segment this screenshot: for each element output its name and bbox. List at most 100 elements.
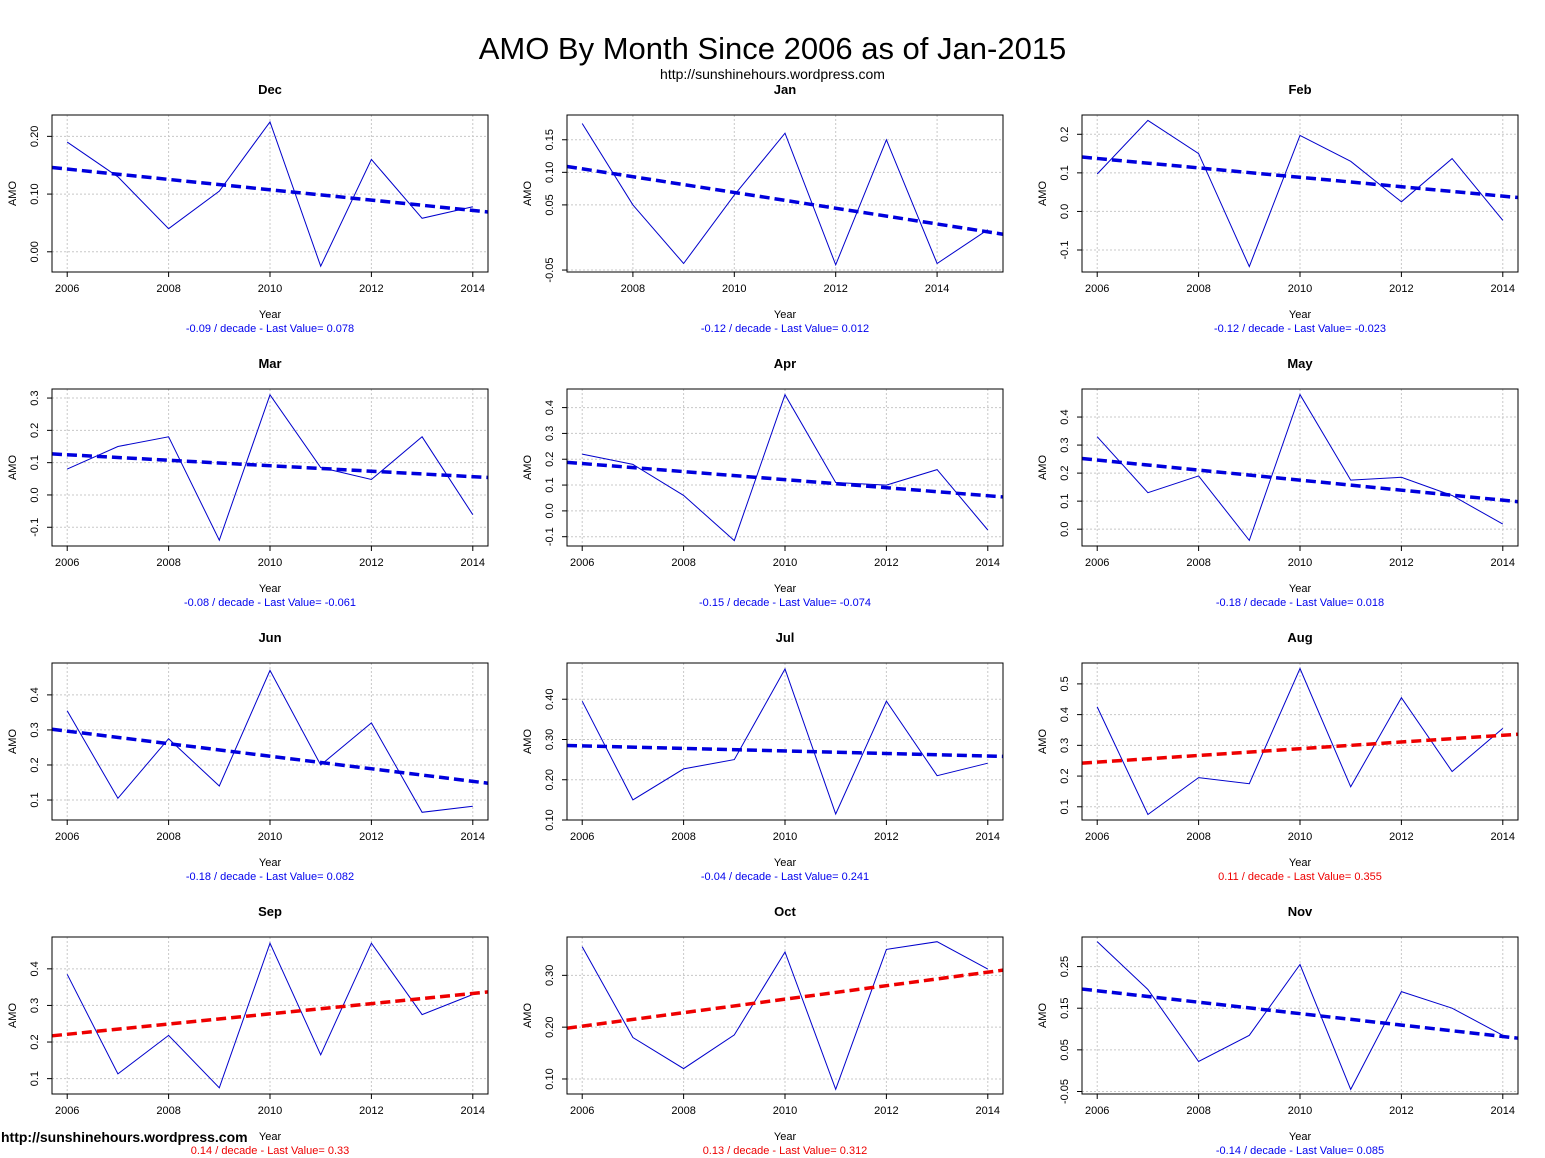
- series-line: [1096, 393, 1504, 542]
- x-tick-label: 2012: [1389, 283, 1413, 295]
- x-tick-label: 2012: [874, 557, 898, 569]
- x-tick-label: 2010: [773, 1105, 797, 1117]
- x-tick-label: 2010: [1288, 283, 1312, 295]
- y-tick-label: 0.4: [29, 961, 41, 976]
- x-axis-label: Year: [774, 309, 797, 321]
- panel-title: Jun: [258, 630, 281, 645]
- series-line: [66, 393, 474, 542]
- y-axis-label: AMO: [7, 729, 19, 755]
- y-tick-label: 0.1: [29, 792, 41, 807]
- trend-caption: -0.08 / decade - Last Value= -0.061: [184, 597, 356, 609]
- panel-title: Dec: [258, 82, 282, 97]
- trend-line: [1081, 987, 1519, 1040]
- x-tick-label: 2008: [156, 1105, 180, 1117]
- x-axis-label: Year: [259, 583, 282, 595]
- x-tick-label: 2014: [1491, 557, 1515, 569]
- x-tick-label: 2008: [671, 1105, 695, 1117]
- trend-line: [51, 727, 489, 785]
- x-tick-label: 2006: [55, 557, 79, 569]
- y-tick-label: 0.4: [29, 687, 41, 702]
- x-tick-label: 2012: [874, 1105, 898, 1117]
- trend-caption: -0.14 / decade - Last Value= 0.085: [1216, 1145, 1384, 1157]
- trend-line: [1081, 155, 1519, 200]
- panel-title: Oct: [774, 904, 796, 919]
- x-tick-label: 2014: [976, 831, 1000, 843]
- y-tick-label: 0.0: [1059, 522, 1071, 537]
- x-tick-label: 2010: [258, 557, 282, 569]
- trend-caption: 0.14 / decade - Last Value= 0.33: [191, 1145, 350, 1157]
- y-tick-label: 0.10: [544, 809, 556, 830]
- y-axis-label: AMO: [522, 455, 534, 481]
- series-line: [581, 123, 989, 267]
- y-tick-label: 0.20: [29, 126, 41, 147]
- x-axis-label: Year: [1289, 309, 1312, 321]
- x-tick-label: 2006: [570, 1105, 594, 1117]
- x-tick-label: 2010: [773, 831, 797, 843]
- x-axis-label: Year: [1289, 583, 1312, 595]
- page-title: AMO By Month Since 2006 as of Jan-2015: [478, 31, 1067, 66]
- x-tick-label: 2008: [156, 831, 180, 843]
- y-axis-label: AMO: [1037, 181, 1049, 207]
- x-tick-label: 2010: [258, 831, 282, 843]
- trend-line: [51, 990, 489, 1038]
- x-tick-label: 2012: [359, 1105, 383, 1117]
- y-tick-label: -0.1: [544, 527, 556, 546]
- y-tick-label: 0.2: [1059, 768, 1071, 783]
- trend-line: [566, 164, 1004, 236]
- x-tick-label: 2014: [1491, 283, 1515, 295]
- x-tick-label: 2008: [621, 283, 645, 295]
- y-tick-label: 0.25: [1059, 956, 1071, 977]
- y-tick-label: 0.0: [544, 503, 556, 518]
- panel-title: May: [1287, 356, 1313, 371]
- x-tick-label: 2006: [570, 557, 594, 569]
- x-tick-label: 2012: [874, 831, 898, 843]
- y-tick-label: 0.4: [1059, 707, 1071, 722]
- x-tick-label: 2006: [570, 831, 594, 843]
- y-tick-label: 0.1: [29, 1071, 41, 1086]
- trend-line: [51, 165, 489, 214]
- x-tick-label: 2014: [976, 557, 1000, 569]
- y-tick-label: 0.3: [544, 426, 556, 441]
- x-tick-label: 2014: [461, 283, 485, 295]
- panel-title: Sep: [258, 904, 282, 919]
- panel-title: Jul: [776, 630, 795, 645]
- x-tick-label: 2014: [1491, 831, 1515, 843]
- y-tick-label: 0.2: [1059, 127, 1071, 142]
- x-axis-label: Year: [259, 857, 282, 869]
- x-axis-label: Year: [259, 309, 282, 321]
- x-tick-label: 2008: [1186, 283, 1210, 295]
- series-line: [1096, 667, 1504, 816]
- y-tick-label: -0.05: [544, 258, 556, 283]
- y-axis-label: AMO: [1037, 1003, 1049, 1029]
- x-tick-label: 2010: [773, 557, 797, 569]
- series-line: [1096, 119, 1504, 268]
- x-tick-label: 2012: [823, 283, 847, 295]
- y-tick-label: 0.40: [544, 689, 556, 710]
- x-tick-label: 2008: [156, 557, 180, 569]
- y-tick-label: 0.15: [544, 129, 556, 150]
- y-tick-label: 0.1: [544, 477, 556, 492]
- y-axis-label: AMO: [1037, 455, 1049, 481]
- y-tick-label: 0.3: [29, 998, 41, 1013]
- y-tick-label: 0.3: [1059, 738, 1071, 753]
- x-tick-label: 2014: [976, 1105, 1000, 1117]
- x-tick-label: 2006: [55, 283, 79, 295]
- x-tick-label: 2010: [258, 283, 282, 295]
- trend-caption: 0.13 / decade - Last Value= 0.312: [703, 1145, 868, 1157]
- y-tick-label: 0.2: [29, 423, 41, 438]
- x-tick-label: 2006: [1085, 831, 1109, 843]
- y-tick-label: -0.05: [1059, 1079, 1071, 1104]
- y-tick-label: 0.3: [1059, 437, 1071, 452]
- plot-frame: [566, 114, 1004, 273]
- y-tick-label: 0.2: [544, 452, 556, 467]
- y-tick-label: 0.05: [1059, 1039, 1071, 1060]
- y-tick-label: 0.00: [29, 241, 41, 262]
- y-axis-label: AMO: [7, 1003, 19, 1029]
- series-line: [581, 941, 989, 1091]
- x-tick-label: 2010: [722, 283, 746, 295]
- y-tick-label: 0.15: [1059, 998, 1071, 1019]
- trend-line: [566, 743, 1004, 759]
- trend-caption: -0.18 / decade - Last Value= 0.082: [186, 871, 354, 883]
- x-tick-label: 2012: [359, 283, 383, 295]
